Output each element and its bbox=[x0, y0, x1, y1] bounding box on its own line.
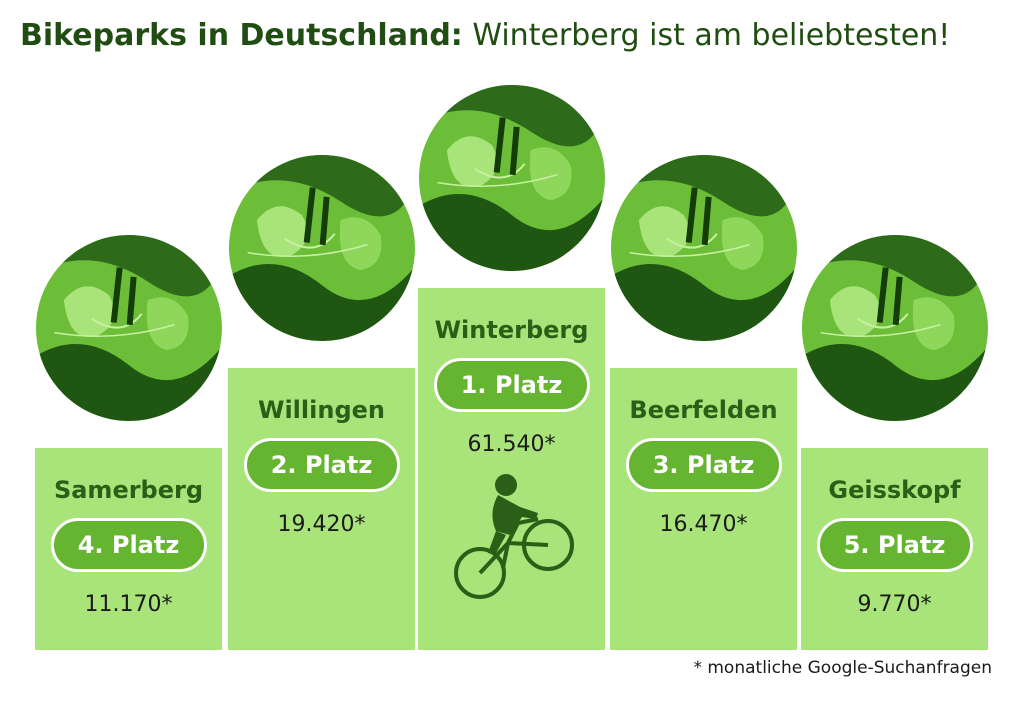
search-count-label: 61.540* bbox=[467, 432, 556, 457]
terrain-icon-beerfelden bbox=[610, 155, 797, 341]
search-count-label: 16.470* bbox=[659, 512, 748, 537]
rank-badge: 1. Platz bbox=[433, 358, 590, 412]
park-name-label: Geisskopf bbox=[828, 476, 961, 504]
park-name-label: Willingen bbox=[257, 396, 385, 424]
park-name-label: Winterberg bbox=[434, 316, 589, 344]
podium-bar-willingen: Willingen 2. Platz 19.420* bbox=[228, 368, 415, 650]
podium-bar-winterberg: Winterberg 1. Platz 61.540* bbox=[418, 288, 605, 650]
title-bold: Bikeparks in Deutschland: bbox=[20, 18, 463, 53]
terrain-icon-willingen bbox=[228, 155, 415, 341]
terrain-icon-geisskopf bbox=[801, 235, 988, 421]
terrain-icon-samerberg bbox=[35, 235, 222, 421]
rank-badge: 2. Platz bbox=[243, 438, 400, 492]
footnote: * monatliche Google-Suchanfragen bbox=[693, 658, 992, 678]
search-count-label: 9.770* bbox=[857, 592, 932, 617]
rank-badge: 5. Platz bbox=[816, 518, 973, 572]
mountain-biker-icon bbox=[454, 474, 574, 599]
search-count-label: 11.170* bbox=[84, 592, 173, 617]
rank-badge: 4. Platz bbox=[50, 518, 207, 572]
park-name-label: Beerfelden bbox=[629, 396, 778, 424]
park-name-label: Samerberg bbox=[53, 476, 204, 504]
podium-bar-samerberg: Samerberg 4. Platz 11.170* bbox=[35, 448, 222, 650]
rank-badge: 3. Platz bbox=[625, 438, 782, 492]
podium-bar-beerfelden: Beerfelden 3. Platz 16.470* bbox=[610, 368, 797, 650]
chart-title: Bikeparks in Deutschland: Winterberg ist… bbox=[20, 18, 950, 53]
terrain-icon-winterberg bbox=[418, 85, 605, 271]
search-count-label: 19.420* bbox=[277, 512, 366, 537]
podium-bar-geisskopf: Geisskopf 5. Platz 9.770* bbox=[801, 448, 988, 650]
title-light: Winterberg ist am beliebtesten! bbox=[472, 18, 951, 53]
